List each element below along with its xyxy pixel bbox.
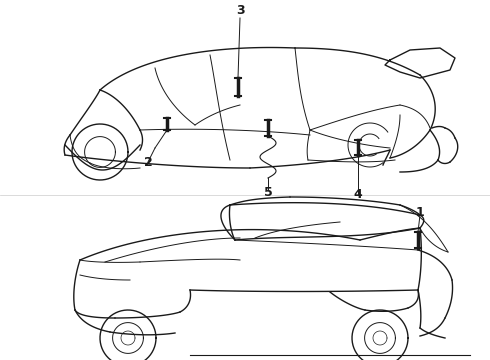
Text: 3: 3 [236, 4, 245, 17]
Text: 4: 4 [354, 189, 363, 202]
Text: 5: 5 [264, 185, 272, 198]
Text: 1: 1 [416, 207, 424, 220]
Text: 2: 2 [144, 156, 152, 168]
